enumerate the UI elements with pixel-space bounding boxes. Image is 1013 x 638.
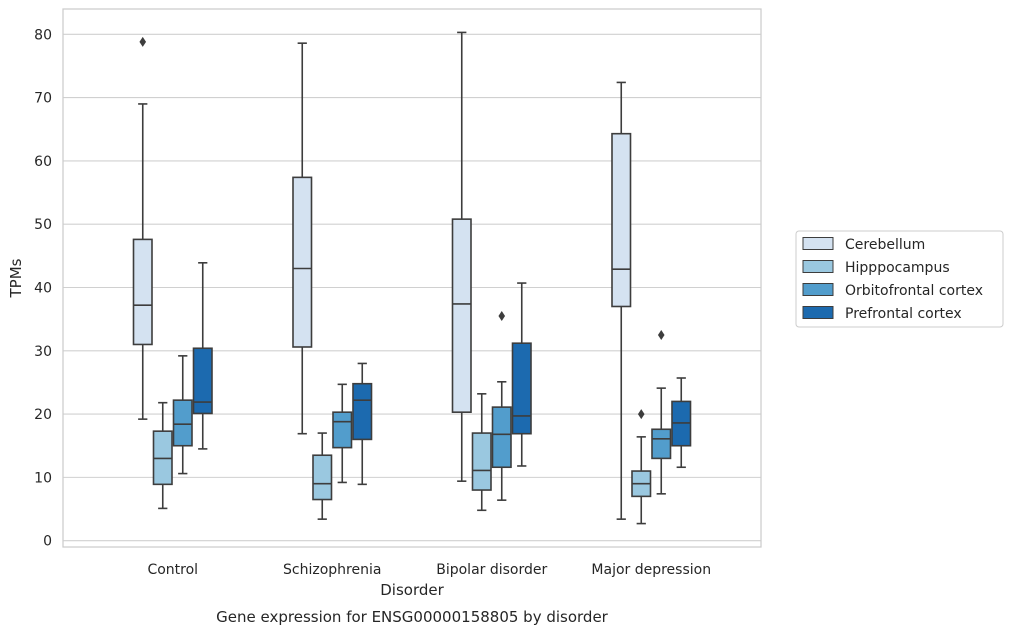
legend-swatch: [802, 260, 834, 273]
box-prefrontal-cortex: [671, 377, 692, 469]
y-tick-label: 10: [34, 470, 52, 486]
box-hipppocampus: [312, 432, 333, 520]
box-iqr: [651, 428, 672, 460]
y-tick-label: 0: [43, 534, 52, 550]
outlier-point: [139, 36, 147, 47]
y-tick-label: 70: [34, 91, 52, 107]
legend-label: Orbitofrontal cortex: [845, 283, 983, 299]
box-orbitofrontal-cortex: [491, 310, 512, 501]
legend-swatch: [802, 237, 834, 250]
box-hipppocampus: [631, 409, 652, 525]
y-tick-label: 20: [34, 407, 52, 423]
box-iqr: [511, 342, 532, 435]
box-prefrontal-cortex: [192, 262, 213, 450]
chart-caption: Gene expression for ENSG00000158805 by d…: [216, 608, 609, 626]
x-tick-label: Schizophrenia: [283, 562, 381, 578]
x-tick-label: Bipolar disorder: [436, 562, 547, 578]
legend-swatch: [802, 306, 834, 319]
x-axis-label: Disorder: [380, 581, 444, 599]
box-prefrontal-cortex: [352, 362, 373, 486]
box-iqr: [471, 432, 492, 491]
box-cerebellum: [611, 81, 632, 520]
box-orbitofrontal-cortex: [172, 355, 193, 475]
box-iqr: [332, 411, 353, 449]
x-tick-label: Control: [147, 562, 198, 578]
y-tick-label: 40: [34, 280, 52, 296]
box-iqr: [491, 406, 512, 469]
box-iqr: [292, 176, 313, 348]
x-tick-label: Major depression: [591, 562, 711, 578]
box-orbitofrontal-cortex: [651, 329, 672, 495]
y-axis-ticks: 0 10 20 30 40 50 60 70 80: [34, 27, 52, 549]
outlier-point: [637, 409, 645, 420]
box-hipppocampus: [152, 401, 173, 510]
y-tick-label: 50: [34, 217, 52, 233]
y-tick-label: 60: [34, 154, 52, 170]
plot-frame: [62, 8, 762, 548]
legend-label: Cerebellum: [845, 237, 925, 253]
box-cerebellum: [132, 36, 153, 420]
box-iqr: [352, 382, 373, 441]
box-iqr: [132, 238, 153, 346]
y-tick-label: 80: [34, 27, 52, 43]
box-iqr: [451, 218, 472, 413]
legend: Cerebellum Hipppocampus Orbitofrontal cort…: [795, 230, 1004, 328]
legend-label: Hipppocampus: [845, 260, 950, 276]
box-prefrontal-cortex: [511, 282, 532, 467]
box-cerebellum: [292, 42, 313, 435]
legend-frame: [795, 230, 1004, 328]
legend-swatch: [802, 283, 834, 296]
box-series: [132, 31, 692, 525]
y-tick-label: 30: [34, 344, 52, 360]
box-iqr: [312, 454, 333, 501]
outlier-point: [498, 310, 506, 321]
box-orbitofrontal-cortex: [332, 383, 353, 484]
outlier-point: [657, 329, 665, 340]
x-axis-ticks: Control Schizophrenia Bipolar disorder Majo…: [147, 562, 711, 578]
y-axis-label: TPMs: [7, 258, 25, 298]
box-cerebellum: [451, 31, 472, 482]
legend-label: Prefrontal cortex: [845, 306, 962, 322]
box-hipppocampus: [471, 393, 492, 512]
box-iqr: [172, 399, 193, 447]
box-iqr: [611, 132, 632, 308]
box-iqr: [192, 347, 213, 415]
